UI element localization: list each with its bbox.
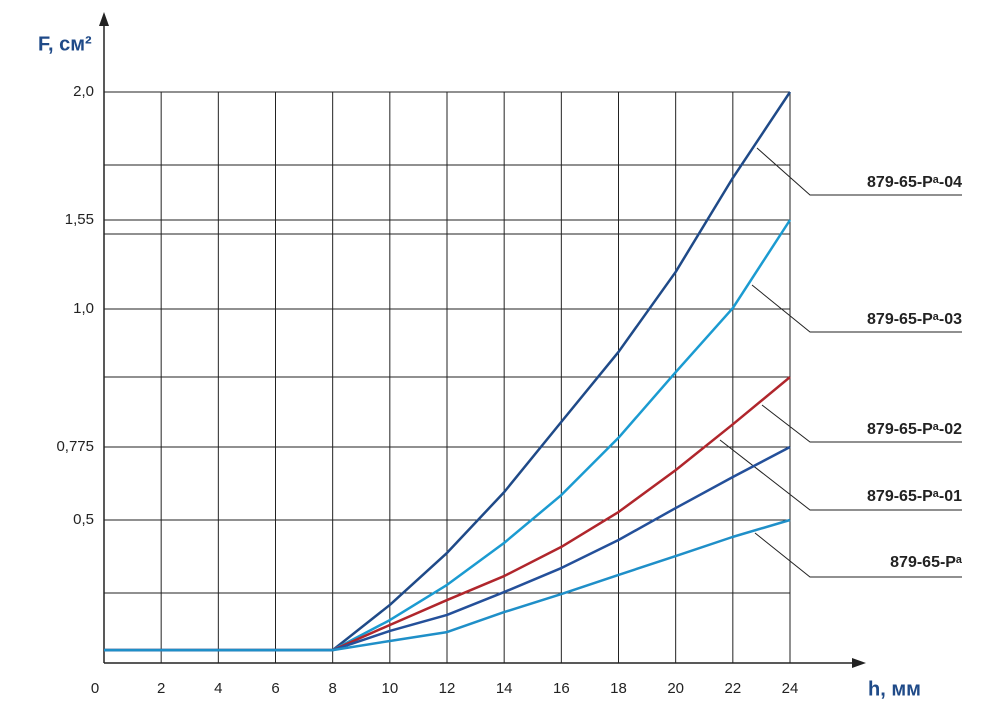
x-tick-label: 4 bbox=[214, 680, 222, 697]
x-tick-label: 24 bbox=[782, 680, 799, 697]
x-tick-label: 18 bbox=[610, 680, 627, 697]
series-line bbox=[104, 518, 791, 652]
y-axis-label: F, см² bbox=[38, 33, 92, 55]
leader bbox=[754, 532, 962, 578]
legend-label: 879-65-Pᵃ-04 bbox=[867, 174, 962, 191]
x-tick-label: 20 bbox=[667, 680, 684, 697]
y-tick-label: 2,0 bbox=[73, 83, 94, 100]
y-tick-label: 0,775 bbox=[56, 438, 94, 455]
leader bbox=[751, 284, 962, 333]
x-tick-label: 16 bbox=[553, 680, 570, 697]
x-tick-label: 8 bbox=[328, 680, 336, 697]
arrow bbox=[99, 12, 109, 26]
legend-label: 879-65-Pᵃ-02 bbox=[867, 421, 962, 438]
x-tick-label: 10 bbox=[381, 680, 398, 697]
x-tick-label: 14 bbox=[496, 680, 513, 697]
legend-label: 879-65-Pᵃ-03 bbox=[867, 311, 962, 328]
legend-label: 879-65-Pᵃ-01 bbox=[867, 488, 962, 505]
y-tick-label: 1,55 bbox=[65, 211, 94, 228]
x-tick-label: 22 bbox=[724, 680, 741, 697]
x-tick-label: 6 bbox=[271, 680, 279, 697]
arrow bbox=[852, 658, 866, 668]
legend-label: 879-65-Pᵃ bbox=[890, 554, 962, 571]
leader bbox=[756, 147, 962, 196]
leaders bbox=[719, 147, 962, 578]
x-tick-label: 12 bbox=[439, 680, 456, 697]
leader bbox=[761, 404, 962, 443]
x-axis-label: h, мм bbox=[868, 678, 921, 700]
axes bbox=[99, 12, 866, 668]
y-tick-label: 1,0 bbox=[73, 300, 94, 317]
x-tick-label: 2 bbox=[157, 680, 165, 697]
y-tick-label: 0,5 bbox=[73, 511, 94, 528]
leader bbox=[719, 439, 962, 511]
x-tick-label: 0 bbox=[91, 680, 99, 697]
